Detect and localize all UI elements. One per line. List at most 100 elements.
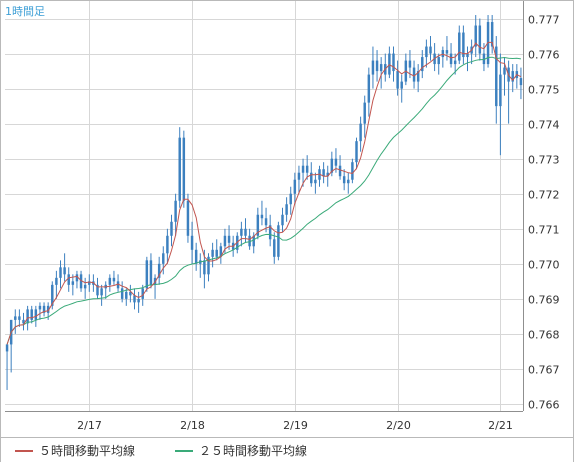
candle-body (116, 281, 120, 289)
candle-body (26, 309, 29, 324)
candle-body (400, 81, 403, 89)
candle-body (125, 291, 128, 299)
candle-body (466, 53, 469, 58)
candle-body (100, 288, 103, 296)
candle-body (334, 158, 338, 166)
candle-body (375, 60, 379, 72)
candle-body (408, 60, 412, 68)
candle-body (252, 235, 255, 247)
candle-body (260, 214, 264, 219)
y-tick-label: 0.767 (528, 364, 560, 377)
candle-body (285, 204, 288, 215)
candle-body (120, 288, 124, 299)
candle-body (211, 249, 214, 257)
candle-body (34, 309, 38, 320)
candle-body (445, 50, 449, 54)
legend-ma5-label: ５時間移動平均線 (39, 444, 136, 458)
candle-body (453, 60, 457, 65)
candle-body (503, 67, 506, 75)
candle-body (162, 253, 165, 264)
candle-body (194, 249, 198, 264)
candle-body (190, 235, 194, 250)
candle-body (347, 179, 350, 184)
candle-body (371, 60, 375, 75)
candle-body (182, 137, 186, 201)
candle-body (264, 218, 268, 226)
y-tick-label: 0.772 (528, 189, 560, 202)
y-tick-label: 0.769 (528, 294, 560, 307)
y-tick-label: 0.770 (528, 259, 560, 272)
candle-body (79, 274, 83, 289)
candle-body (355, 141, 358, 163)
legend-ma5-swatch (15, 449, 33, 452)
candle-body (46, 305, 50, 313)
candle-body (351, 162, 354, 180)
candle-body (268, 225, 272, 240)
candle-body (437, 57, 440, 65)
candle-body (293, 179, 297, 194)
candle-body (301, 165, 305, 173)
candle-body (429, 46, 432, 54)
candle-body (277, 225, 280, 257)
candle-body (55, 277, 58, 285)
candle-body (490, 22, 494, 47)
candle-body (174, 200, 177, 222)
candle-body (482, 53, 486, 65)
candle-body (256, 214, 260, 236)
candle-body (203, 260, 206, 275)
grid (5, 1, 523, 411)
candlestick-chart: 0.777 0.776 0.775 0.774 0.773 0.772 0.771 0.770… (5, 1, 560, 432)
candle-body (342, 176, 346, 184)
candle-body (248, 235, 251, 247)
candle-body (495, 46, 498, 107)
candle-body (42, 305, 46, 313)
y-tick-label: 0.775 (528, 84, 560, 97)
candle-body (379, 64, 383, 72)
candle-body (166, 235, 169, 254)
x-tick-label: 2/19 (283, 419, 308, 432)
candle-body (215, 249, 218, 257)
y-tick-label: 0.766 (528, 399, 560, 412)
axes: 0.777 0.776 0.775 0.774 0.773 0.772 0.771 0.770… (5, 1, 560, 432)
candle-body (478, 25, 482, 54)
candle-body (462, 32, 465, 58)
candle-body (227, 235, 231, 243)
candle-body (519, 78, 523, 86)
candle-body (145, 260, 149, 289)
candle-body (133, 295, 136, 303)
x-tick-label: 2/20 (386, 419, 411, 432)
candle-body (129, 291, 132, 296)
y-tick-label: 0.776 (528, 49, 560, 62)
candle-body (219, 246, 223, 257)
candle-body (273, 239, 276, 257)
y-tick-label: 0.768 (528, 329, 560, 342)
candle-body (416, 71, 420, 82)
candle-body (499, 74, 502, 107)
candle-body (137, 298, 140, 303)
candle-body (88, 281, 91, 285)
y-tick-label: 0.771 (528, 224, 560, 237)
candle-body (18, 316, 21, 320)
candle-body (149, 260, 153, 285)
timeframe-label: 1時間足 (5, 5, 45, 18)
candle-body (396, 71, 399, 89)
candle-body (338, 165, 342, 177)
candle-body (388, 53, 391, 75)
x-tick-label: 2/21 (488, 419, 513, 432)
candle-body (223, 235, 227, 247)
candle-body (297, 172, 301, 180)
candle-body (330, 158, 334, 173)
candle-body (71, 281, 75, 285)
candle-body (5, 344, 9, 352)
ma5-line (6, 41, 522, 345)
candle-body (75, 274, 79, 282)
candle-body (38, 305, 42, 310)
candles (5, 15, 523, 390)
candle-body (157, 263, 161, 278)
x-tick-label: 2/17 (77, 419, 102, 432)
candle-body (186, 200, 190, 236)
legend-ma25-swatch (175, 449, 193, 452)
candle-body (511, 71, 514, 82)
candle-body (412, 67, 416, 82)
candle-body (310, 172, 313, 184)
